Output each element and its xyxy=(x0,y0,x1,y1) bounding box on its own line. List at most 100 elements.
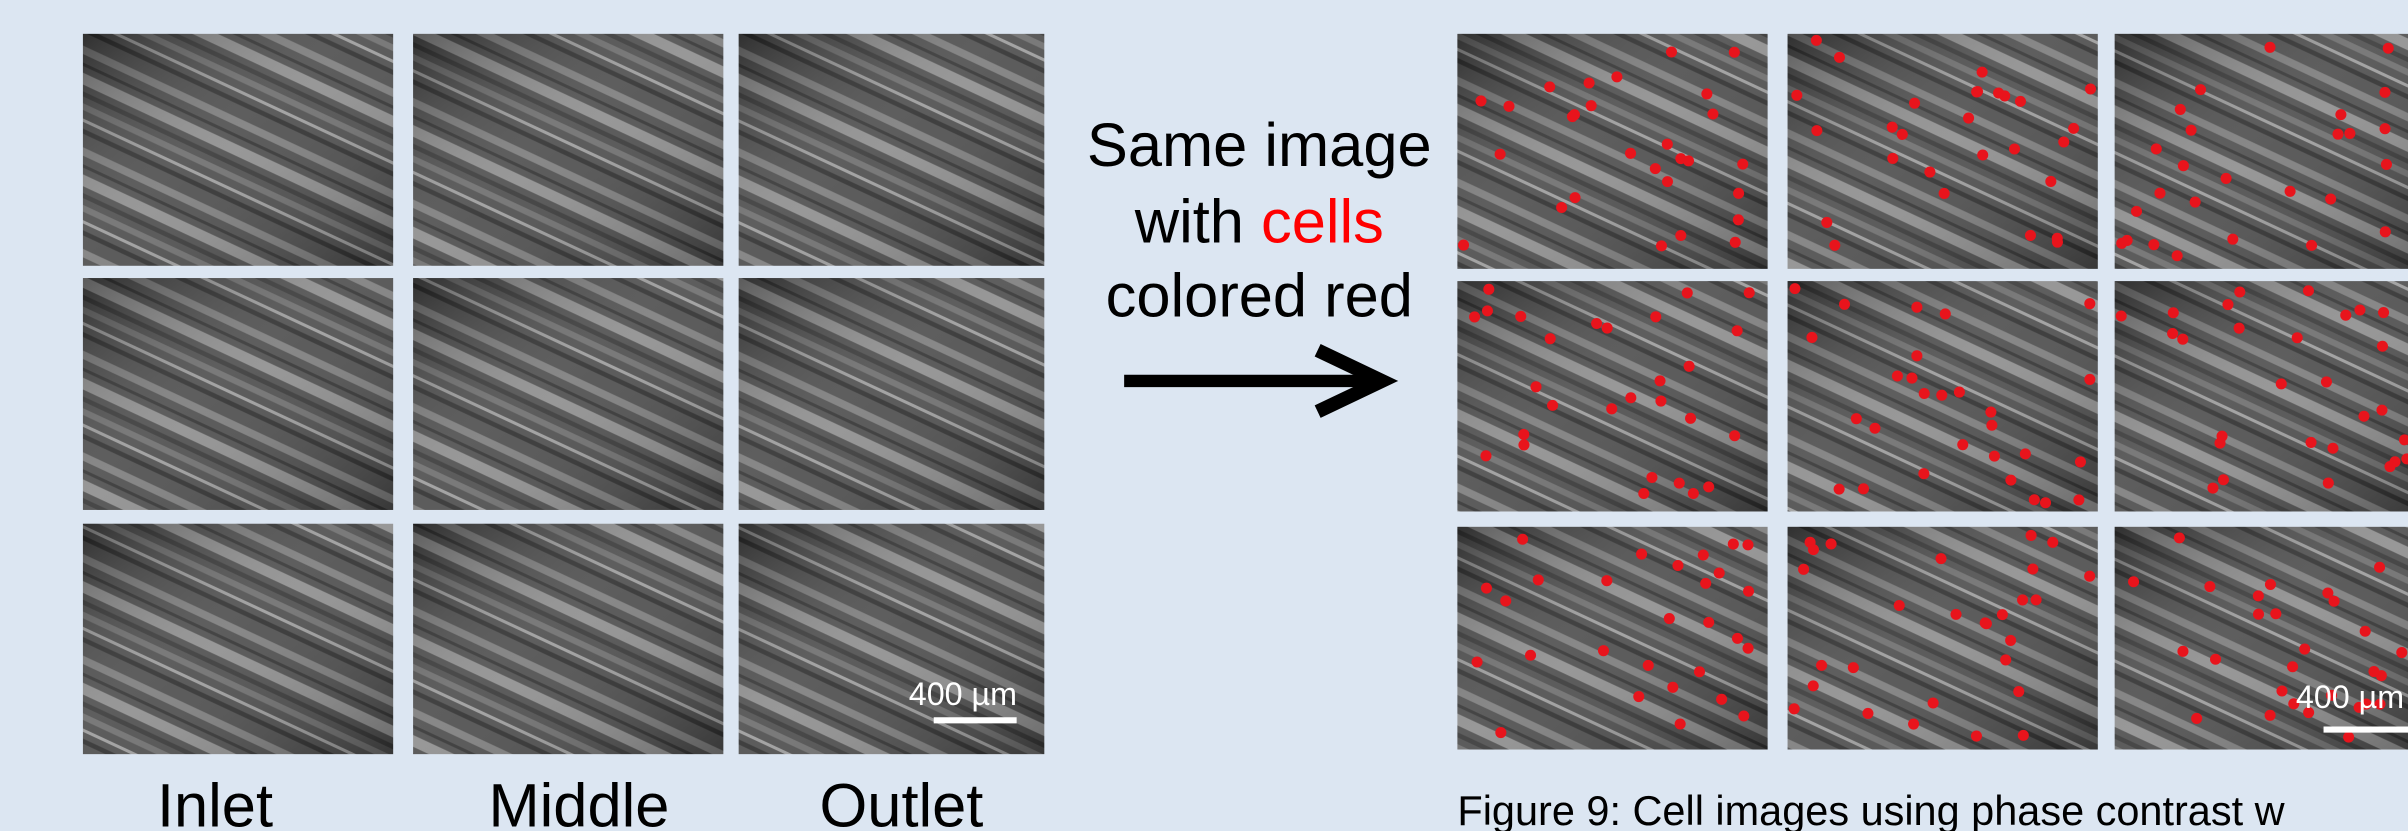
red-cell xyxy=(2380,226,2391,237)
red-cell xyxy=(2329,596,2340,607)
red-cell xyxy=(1533,574,1544,585)
red-cell xyxy=(1481,583,1492,594)
red-cell xyxy=(1503,101,1514,112)
red-cell xyxy=(2073,494,2084,505)
red-cell xyxy=(1472,656,1483,667)
red-cell xyxy=(1480,450,1491,461)
red-cell xyxy=(1858,483,1869,494)
red-cell xyxy=(1733,214,1744,225)
red-cell xyxy=(1598,645,1609,656)
red-cell xyxy=(1656,240,1667,251)
red-cell xyxy=(1586,100,1597,111)
red-cell xyxy=(2218,474,2229,485)
red-cell xyxy=(2000,654,2011,665)
red-cell xyxy=(2009,143,2020,154)
red-cell xyxy=(1732,325,1743,336)
red-cell xyxy=(1646,472,1657,483)
red-cell xyxy=(2379,123,2390,134)
red-cell xyxy=(2177,334,2188,345)
red-cell xyxy=(2321,376,2332,387)
red-cell xyxy=(1601,575,1612,586)
red-cell xyxy=(1684,361,1695,372)
red-cell xyxy=(2026,530,2037,541)
red-cell xyxy=(1672,560,1683,571)
red-cell xyxy=(2381,159,2392,170)
red-cell xyxy=(1611,71,1622,82)
red-cell xyxy=(1834,484,1845,495)
red-cell xyxy=(1980,617,1991,628)
red-cell xyxy=(2344,128,2355,139)
red-cell xyxy=(2327,443,2338,454)
column-label: Inlet xyxy=(157,771,273,831)
red-cell xyxy=(2287,661,2298,672)
red-cell xyxy=(1977,149,1988,160)
red-cell xyxy=(1789,703,1800,714)
red-cell xyxy=(2270,608,2281,619)
red-cell xyxy=(1993,87,2004,98)
red-cell xyxy=(1936,390,1947,401)
red-cell xyxy=(2374,562,2385,573)
annotation-word: with xyxy=(1134,188,1244,257)
red-cell xyxy=(2335,109,2346,120)
red-cell xyxy=(1808,680,1819,691)
red-cell xyxy=(2343,732,2354,743)
red-cell xyxy=(2151,143,2162,154)
red-cell xyxy=(2148,239,2159,250)
red-cell xyxy=(1834,52,1845,63)
red-cell xyxy=(2253,609,2264,620)
red-cell xyxy=(2264,42,2275,53)
red-cell xyxy=(2377,341,2388,352)
red-cell xyxy=(2383,43,2394,54)
red-cell xyxy=(2376,405,2387,416)
red-cell xyxy=(2234,286,2245,297)
red-cell xyxy=(2029,494,2040,505)
red-cell xyxy=(2332,129,2343,140)
red-cell xyxy=(1701,88,1712,99)
red-cell xyxy=(1483,284,1494,295)
red-cell xyxy=(2186,125,2197,136)
red-cell xyxy=(1458,240,1469,251)
red-cell xyxy=(1963,113,1974,124)
red-cell xyxy=(2323,478,2334,489)
red-cell xyxy=(1808,544,1819,555)
red-cell xyxy=(1791,90,1802,101)
red-cell xyxy=(1625,392,1636,403)
red-cell xyxy=(2378,307,2389,318)
red-cell xyxy=(2172,250,2183,261)
red-cell xyxy=(2084,298,2095,309)
red-cell xyxy=(1495,149,1506,160)
red-cell xyxy=(1918,468,1929,479)
red-cell xyxy=(2058,136,2069,147)
micrograph-shade xyxy=(1457,527,1767,750)
red-cell xyxy=(2075,456,2086,467)
red-cell xyxy=(2131,206,2142,217)
red-cell xyxy=(1989,451,2000,462)
red-cell xyxy=(2222,299,2233,310)
red-cell xyxy=(1928,697,1939,708)
red-cell xyxy=(2122,235,2133,246)
red-cell xyxy=(2177,646,2188,657)
red-cell xyxy=(2379,87,2390,98)
red-cell xyxy=(1798,564,1809,575)
red-cell xyxy=(2276,685,2287,696)
red-cell xyxy=(2015,96,2026,107)
red-cell xyxy=(1894,600,1905,611)
red-cell xyxy=(1707,108,1718,119)
red-cell xyxy=(1738,710,1749,721)
red-cell xyxy=(1733,188,1744,199)
red-cell xyxy=(2027,563,2038,574)
red-cell xyxy=(2190,197,2201,208)
micrograph-shade xyxy=(83,34,393,266)
red-cell xyxy=(2068,123,2079,134)
red-cell xyxy=(2303,285,2314,296)
figure: 400 µm400 µm Same image with cells color… xyxy=(0,0,2408,831)
red-cell xyxy=(2221,173,2232,184)
red-cell xyxy=(2234,323,2245,334)
red-cell xyxy=(1518,429,1529,440)
red-cell xyxy=(1829,240,1840,251)
red-cell xyxy=(1811,35,1822,46)
red-cell xyxy=(2084,374,2095,385)
red-cell xyxy=(1662,139,1673,150)
red-cell xyxy=(1887,122,1898,133)
micrograph-shade xyxy=(2115,527,2408,750)
